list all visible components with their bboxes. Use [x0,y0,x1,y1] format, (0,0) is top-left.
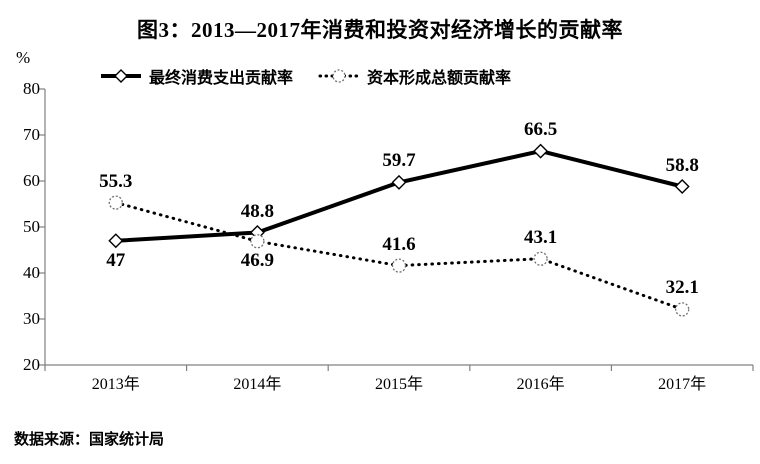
data-label: 32.1 [665,277,699,299]
data-label: 47 [106,249,126,271]
x-tick-label: 2016年 [516,376,565,393]
circle-marker-icon [391,258,407,273]
chart-title: 图3：2013—2017年消费和投资对经济增长的贡献率 [137,18,623,42]
diamond-marker-icon [674,179,690,195]
circle-marker-icon [250,234,265,249]
data-label: 41.6 [382,233,416,255]
data-label: 48.8 [240,200,275,222]
diamond-marker-icon [391,174,407,190]
y-tick-label: 70 [23,125,40,144]
data-source-note: 数据来源：国家统计局 [14,431,165,448]
y-tick-label: 40 [23,263,40,282]
data-label: 58.8 [665,154,699,176]
x-tick-label: 2014年 [233,376,282,393]
legend: 最终消费支出贡献率 资本形成总额贡献率 [0,64,760,88]
diamond-marker-icon [108,233,124,249]
y-tick-label: 20 [23,355,40,374]
y-tick-label: 60 [23,171,40,190]
x-tick-label: 2017年 [658,376,707,393]
data-label: 46.9 [240,250,275,272]
diamond-marker-icon [533,143,549,159]
solid-line-diamond-marker-icon [101,69,141,83]
series-line-1 [114,201,684,311]
data-label: 59.7 [382,150,416,172]
legend-label: 资本形成总额贡献率 [367,70,512,87]
y-tick-label: 30 [23,309,40,328]
legend-label: 最终消费支出贡献率 [149,70,294,87]
data-label: 43.1 [523,226,558,248]
data-label: 55.3 [99,170,133,192]
x-tick-label: 2015年 [374,376,423,393]
legend-item-capital: 资本形成总额贡献率 [318,64,511,88]
y-axis-unit-label: % [16,48,31,67]
y-tick-label: 80 [23,79,40,98]
dotted-line-circle-marker-icon [318,69,360,83]
circle-marker-icon [533,251,548,266]
circle-marker-icon [675,302,690,317]
circle-marker-icon [108,195,123,210]
x-tick-label: 2013年 [91,376,140,393]
legend-item-consumption: 最终消费支出贡献率 [100,64,293,88]
y-tick-label: 50 [23,217,40,236]
data-label: 66.5 [523,119,558,141]
